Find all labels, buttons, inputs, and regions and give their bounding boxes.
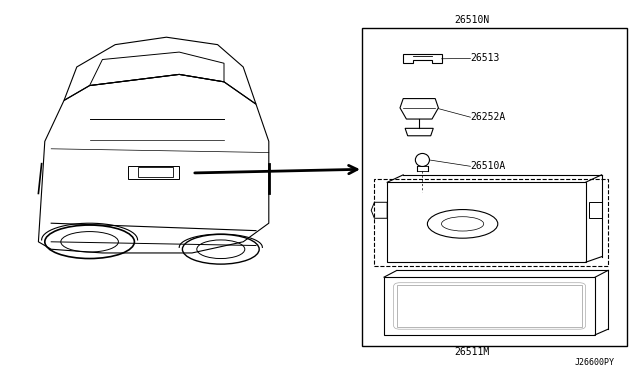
Bar <box>397 285 582 327</box>
Text: J26600PY: J26600PY <box>575 358 614 367</box>
Bar <box>138 167 173 177</box>
Text: 26510N: 26510N <box>454 16 490 25</box>
Bar <box>362 28 627 346</box>
Text: 26252A: 26252A <box>470 112 506 122</box>
Text: 26510A: 26510A <box>470 161 506 171</box>
Bar <box>128 166 179 179</box>
Text: 26511M: 26511M <box>454 347 490 356</box>
Bar <box>374 179 608 266</box>
Text: 26513: 26513 <box>470 54 500 63</box>
